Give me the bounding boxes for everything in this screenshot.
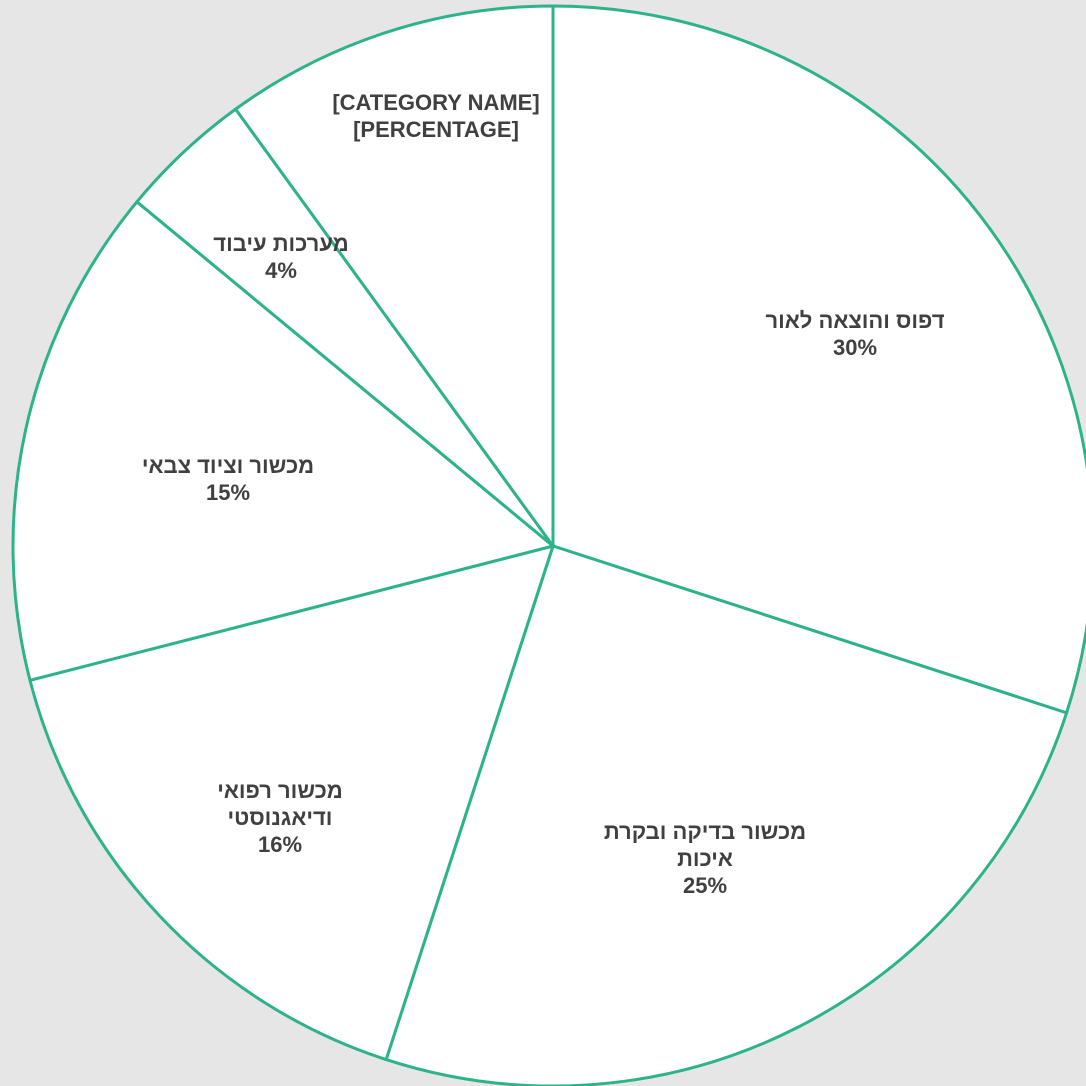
slice-category-label: מכשור בדיקה ובקרת (604, 819, 806, 844)
slice-value-label: [PERCENTAGE] (353, 117, 519, 142)
slices-layer (13, 6, 1086, 1086)
slice-category-label: איכות (677, 846, 733, 871)
slice-value-label: 4% (265, 258, 297, 283)
slice-category-label: מכשור וציוד צבאי (142, 453, 314, 478)
slice-category-label: מערכות עיבוד (213, 231, 348, 256)
slice-value-label: 25% (683, 873, 727, 898)
slice-category-label: מכשור רפואי (217, 778, 343, 803)
slice-category-label: [CATEGORY NAME] (332, 90, 539, 115)
slice-value-label: 30% (833, 335, 877, 360)
slice-category-label: ודיאגנוסטי (228, 805, 333, 830)
slice-value-label: 16% (258, 832, 302, 857)
slice-category-label: דפוס והוצאה לאור (765, 308, 944, 333)
slice-value-label: 15% (206, 480, 250, 505)
